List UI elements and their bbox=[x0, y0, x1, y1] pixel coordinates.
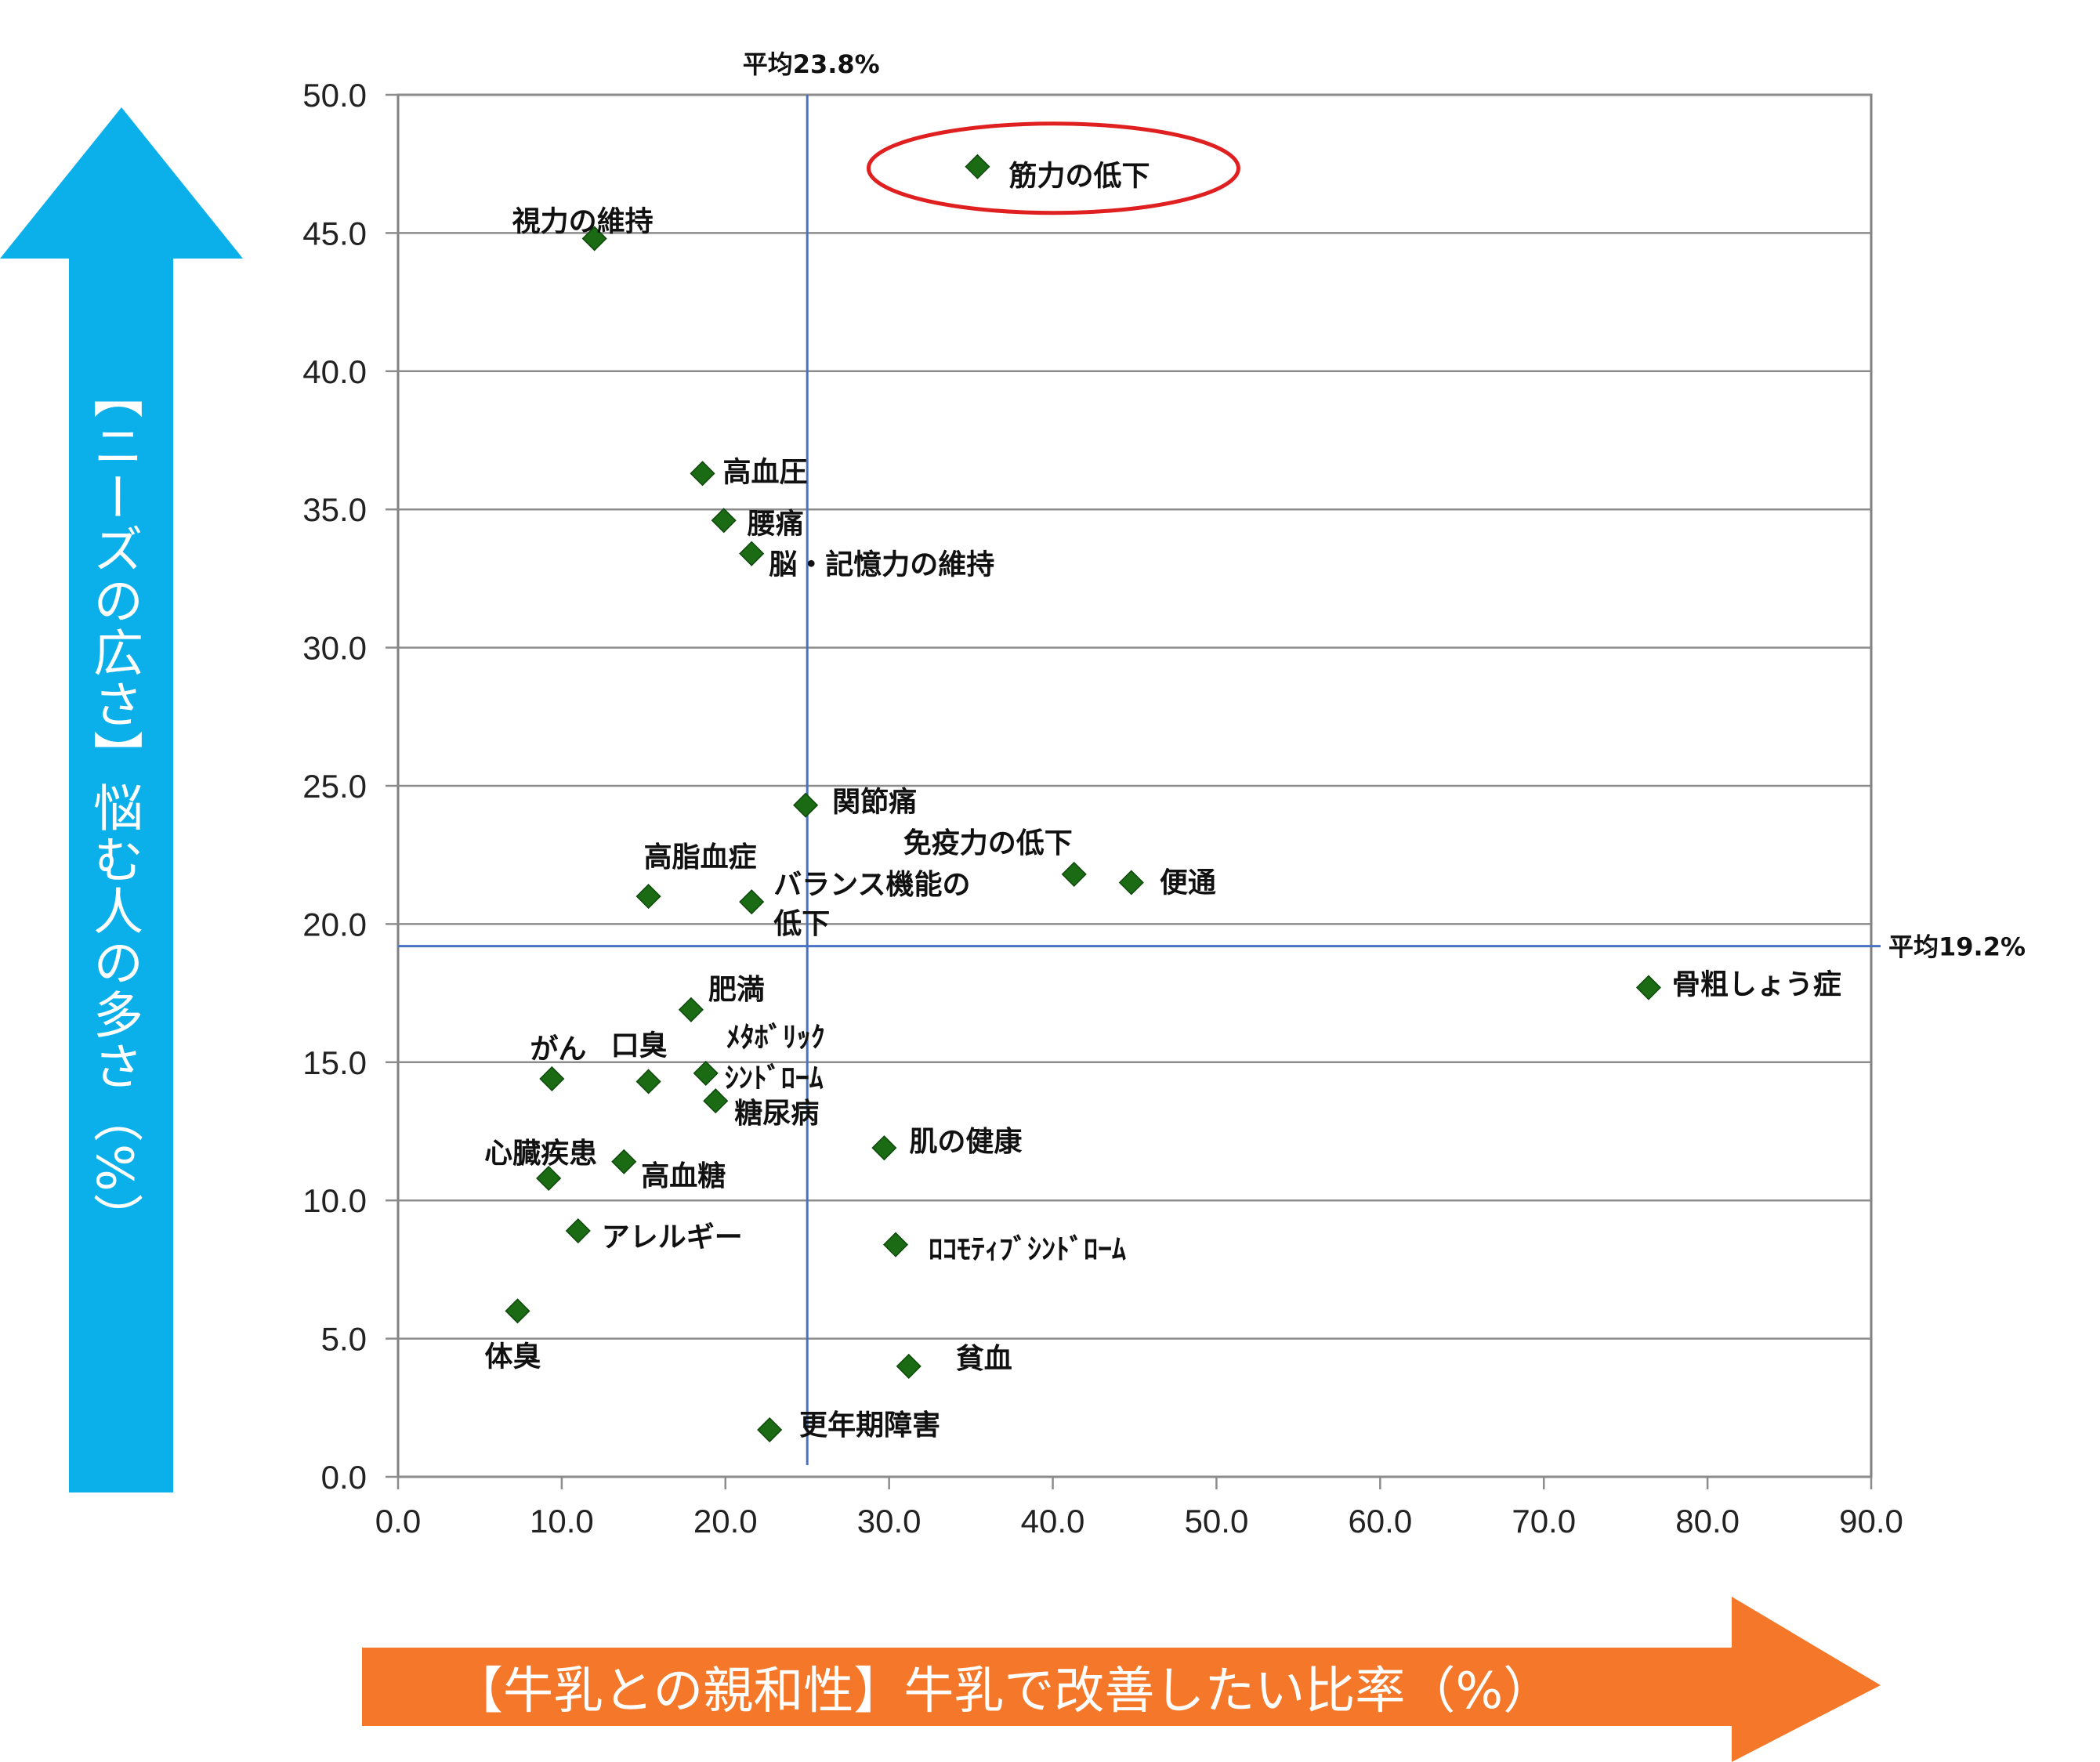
data-point bbox=[793, 792, 819, 818]
data-label: 肥満 bbox=[708, 974, 765, 1006]
data-label: 視力の維持 bbox=[512, 205, 654, 237]
y-axis-ticks: 0.0 5.0 10.0 15.0 20.0 25.0 30.0 35.0 40.0 45.0 50… bbox=[302, 77, 398, 1496]
data-point bbox=[693, 1060, 719, 1086]
data-point bbox=[678, 997, 704, 1022]
data-label: 腰痛 bbox=[747, 508, 804, 540]
x-tick-label: 80.0 bbox=[1675, 1503, 1740, 1539]
data-point bbox=[635, 1069, 661, 1094]
up-arrow-icon bbox=[0, 107, 243, 1492]
data-point bbox=[882, 1232, 909, 1257]
data-label: ﾛｺﾓﾃｨﾌﾞｼﾝﾄﾞﾛｰﾑ bbox=[929, 1233, 1126, 1266]
data-label: 糖尿病 bbox=[734, 1098, 819, 1130]
y-tick-label: 35.0 bbox=[302, 491, 367, 528]
gridlines bbox=[398, 93, 1871, 1478]
data-label: アレルギー bbox=[602, 1221, 743, 1254]
x-tick-label: 0.0 bbox=[375, 1503, 421, 1539]
data-point bbox=[611, 1149, 637, 1174]
data-label: 便通 bbox=[1160, 867, 1216, 899]
data-point bbox=[703, 1088, 729, 1114]
data-point bbox=[565, 1217, 591, 1244]
y-tick-label: 15.0 bbox=[302, 1044, 367, 1081]
data-point bbox=[965, 154, 990, 179]
data-label: 脳・記憶力の維持 bbox=[769, 549, 994, 581]
data-point bbox=[739, 889, 765, 915]
x-tick-label: 10.0 bbox=[530, 1503, 594, 1539]
data-point bbox=[1118, 870, 1144, 895]
x-axis-ticks: 0.0 10.0 20.0 30.0 40.0 50.0 60.0 70.0 80.0 90.0 bbox=[375, 1477, 1903, 1539]
right-arrow-icon bbox=[362, 1597, 1881, 1762]
data-label: ｼﾝﾄﾞﾛｰﾑ bbox=[725, 1062, 824, 1094]
data-point bbox=[739, 541, 765, 566]
data-point bbox=[690, 461, 715, 487]
y-tick-label: 10.0 bbox=[302, 1182, 367, 1219]
data-point bbox=[581, 226, 607, 251]
data-label: 肌の健康 bbox=[909, 1125, 1022, 1158]
data-point bbox=[505, 1298, 530, 1324]
data-point bbox=[896, 1353, 921, 1379]
x-axis-title-arrow: 【牛乳との親和性】牛乳で改善したい比率（%） bbox=[362, 1597, 1881, 1762]
x-axis-title: 【牛乳との親和性】牛乳で改善したい比率（%） bbox=[453, 1663, 1553, 1720]
y-tick-label: 50.0 bbox=[302, 77, 367, 114]
data-label: 貧血 bbox=[956, 1343, 1012, 1375]
x-tick-label: 40.0 bbox=[1021, 1503, 1085, 1539]
data-label: 低下 bbox=[773, 908, 830, 940]
data-label: バランス機能の bbox=[773, 869, 970, 901]
data-label: がん bbox=[530, 1033, 586, 1066]
highlight-ellipse bbox=[866, 121, 1240, 215]
data-label: 骨粗しょう症 bbox=[1672, 969, 1841, 1001]
data-label: 口臭 bbox=[611, 1029, 668, 1062]
x-tick-label: 20.0 bbox=[693, 1503, 758, 1539]
data-label: 心臓疾患 bbox=[484, 1138, 597, 1170]
data-label: 更年期障害 bbox=[799, 1409, 940, 1442]
y-tick-label: 20.0 bbox=[302, 906, 367, 943]
average-x-label: 平均23.8% bbox=[743, 49, 880, 79]
data-points bbox=[505, 154, 1661, 1443]
average-y-label: 平均19.2% bbox=[1888, 932, 2026, 962]
data-label: 高血圧 bbox=[723, 456, 808, 488]
data-point bbox=[1635, 975, 1661, 1000]
data-label: 免疫力の低下 bbox=[903, 827, 1073, 859]
data-label: 高脂血症 bbox=[644, 841, 757, 874]
y-axis-title-arrow: 【ニーズの広さ】悩む人の多さ（%） bbox=[0, 107, 243, 1492]
data-label: ﾒﾀﾎﾞﾘｯｸ bbox=[726, 1021, 825, 1054]
data-label: 関節痛 bbox=[832, 787, 917, 819]
data-label: 高血糖 bbox=[641, 1160, 726, 1192]
data-point bbox=[536, 1165, 562, 1192]
data-label: 体臭 bbox=[484, 1340, 541, 1373]
y-axis-title: 【ニーズの広さ】悩む人の多さ（%） bbox=[85, 368, 143, 1245]
y-tick-label: 5.0 bbox=[321, 1321, 367, 1358]
average-lines: 平均23.8% 平均19.2% bbox=[398, 49, 2026, 1465]
x-tick-label: 60.0 bbox=[1348, 1503, 1412, 1539]
data-point bbox=[635, 884, 661, 910]
y-tick-label: 45.0 bbox=[302, 215, 367, 251]
data-label: 筋力の低下 bbox=[1008, 161, 1150, 193]
y-tick-label: 30.0 bbox=[302, 630, 367, 667]
data-point bbox=[539, 1066, 565, 1092]
y-tick-label: 25.0 bbox=[302, 768, 367, 805]
x-tick-label: 30.0 bbox=[857, 1503, 921, 1539]
data-point bbox=[871, 1135, 897, 1161]
y-tick-label: 40.0 bbox=[302, 353, 367, 390]
x-tick-label: 90.0 bbox=[1839, 1503, 1903, 1539]
x-tick-label: 70.0 bbox=[1512, 1503, 1576, 1539]
x-tick-label: 50.0 bbox=[1185, 1503, 1249, 1539]
y-tick-label: 0.0 bbox=[321, 1459, 367, 1496]
data-point bbox=[757, 1416, 783, 1443]
data-point bbox=[711, 508, 737, 534]
data-point bbox=[1061, 861, 1087, 887]
